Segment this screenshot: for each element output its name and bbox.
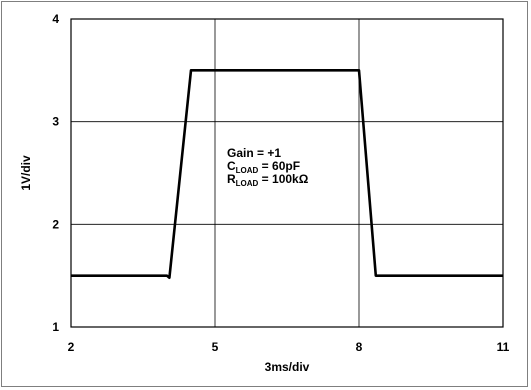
x-axis-label: 3ms/div	[265, 360, 310, 374]
y-tick-label: 2	[52, 217, 59, 231]
y-tick-label: 4	[52, 12, 59, 26]
annotation-line: Gain = +1	[227, 146, 281, 160]
x-tick-labels: 2 5 8 11	[68, 340, 510, 354]
annotation-line: CLOAD = 60pF	[227, 159, 300, 175]
series-line	[71, 69, 503, 279]
x-tick-label: 5	[212, 340, 219, 354]
x-tick-label: 11	[497, 340, 510, 354]
annotation-line: RLOAD = 100kΩ	[227, 172, 309, 188]
x-tick-label: 2	[68, 340, 75, 354]
y-tick-label: 1	[52, 320, 59, 334]
plot-border	[70, 18, 504, 328]
y-tick-label: 3	[52, 115, 59, 129]
x-tick-label: 8	[356, 340, 363, 354]
y-axis-label: 1V/div	[19, 155, 33, 191]
y-tick-labels: 1 2 3 4	[52, 12, 59, 334]
